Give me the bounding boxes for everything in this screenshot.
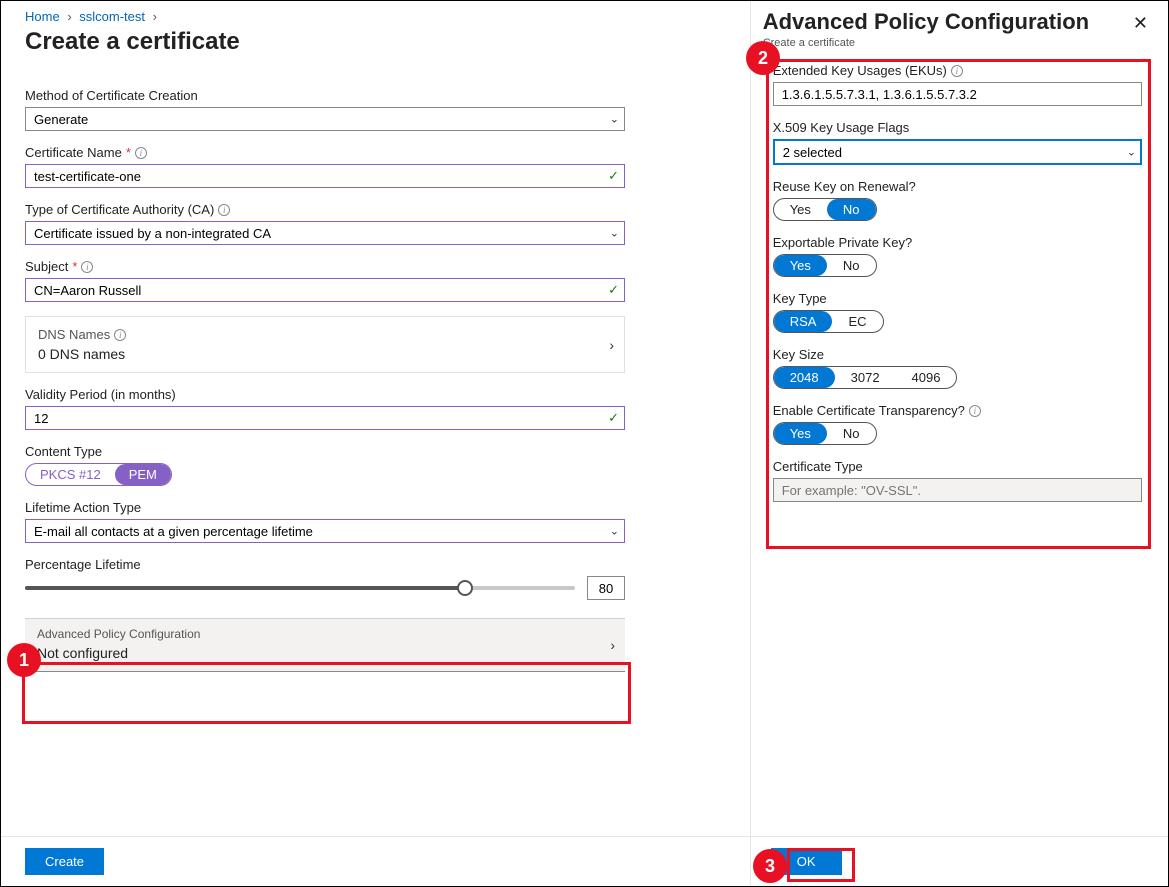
catype-label: Type of Certificate Authority (CA)i [25,202,726,217]
pill-ct-no[interactable]: No [827,423,876,444]
pill-reuse-no[interactable]: No [827,199,876,220]
pill-keysize-3072[interactable]: 3072 [835,367,896,388]
create-button[interactable]: Create [25,848,104,875]
advanced-label: Advanced Policy Configuration [37,627,613,641]
eku-input[interactable] [773,82,1142,106]
callout-marker-2: 2 [746,41,780,75]
breadcrumb-item[interactable]: sslcom-test [79,9,145,24]
validity-label: Validity Period (in months) [25,387,726,402]
subject-input[interactable] [25,278,625,302]
pill-exportable-yes[interactable]: Yes [774,255,827,276]
content-type-label: Content Type [25,444,726,459]
keytype-label: Key Type [773,291,1142,306]
chevron-right-icon: › [153,9,157,24]
pill-keytype-rsa[interactable]: RSA [774,311,833,332]
ct-toggle[interactable]: Yes No [773,422,877,445]
method-field: Method of Certificate Creation Generate … [25,88,726,131]
method-select[interactable]: Generate [25,107,625,131]
info-icon[interactable]: i [969,405,981,417]
catype-select[interactable]: Certificate issued by a non-integrated C… [25,221,625,245]
check-icon: ✓ [608,282,619,298]
panel-title: Advanced Policy Configuration [763,9,1148,35]
certtype-input[interactable] [773,478,1142,502]
check-icon: ✓ [608,168,619,184]
pill-exportable-no[interactable]: No [827,255,876,276]
info-icon[interactable]: i [114,329,126,341]
chevron-right-icon: › [67,9,71,24]
x509-select[interactable]: 2 selected [773,139,1142,165]
content-type-toggle[interactable]: PKCS #12 PEM [25,463,172,486]
panel-subtitle: Create a certificate [763,37,1148,49]
pill-keytype-ec[interactable]: EC [832,311,882,332]
catype-field: Type of Certificate Authority (CA)i Cert… [25,202,726,245]
content-type-field: Content Type PKCS #12 PEM [25,444,726,486]
lifetime-action-select[interactable]: E-mail all contacts at a given percentag… [25,519,625,543]
info-icon[interactable]: i [135,147,147,159]
callout-marker-3: 3 [753,849,787,883]
chevron-right-icon: › [610,637,615,653]
exportable-toggle[interactable]: Yes No [773,254,877,277]
subject-field: Subject*i ✓ [25,259,726,302]
required-asterisk: * [126,145,131,160]
page-title: Create a certificate [25,28,726,56]
right-bottom-bar: OK [751,836,1168,886]
breadcrumb-home[interactable]: Home [25,9,60,24]
keysize-label: Key Size [773,347,1142,362]
validity-field: Validity Period (in months) ✓ [25,387,726,430]
reuse-label: Reuse Key on Renewal? [773,179,1142,194]
info-icon[interactable]: i [218,204,230,216]
chevron-right-icon: › [609,337,614,353]
pill-keysize-2048[interactable]: 2048 [774,367,835,388]
dns-label: DNS Names [38,327,110,342]
required-asterisk: * [72,259,77,274]
percentage-field: Percentage Lifetime [25,557,726,600]
breadcrumb: Home › sslcom-test › [25,9,726,24]
lifetime-action-label: Lifetime Action Type [25,500,726,515]
certname-input[interactable] [25,164,625,188]
check-icon: ✓ [608,410,619,426]
reuse-toggle[interactable]: Yes No [773,198,877,221]
right-panel: ✕ Advanced Policy Configuration Create a… [750,1,1168,886]
validity-input[interactable] [25,406,625,430]
advanced-value: Not configured [37,645,613,661]
dns-expander[interactable]: DNS Names i 0 DNS names › [25,316,625,373]
subject-label: Subject*i [25,259,726,274]
exportable-label: Exportable Private Key? [773,235,1142,250]
eku-label: Extended Key Usages (EKUs) [773,63,947,78]
x509-label: X.509 Key Usage Flags [773,120,1142,135]
keytype-toggle[interactable]: RSA EC [773,310,884,333]
close-icon[interactable]: ✕ [1133,13,1148,34]
info-icon[interactable]: i [951,65,963,77]
pill-pem[interactable]: PEM [115,464,171,485]
percentage-value-input[interactable] [587,576,625,600]
lifetime-action-field: Lifetime Action Type E-mail all contacts… [25,500,726,543]
left-bottom-bar: Create [1,836,750,886]
method-label: Method of Certificate Creation [25,88,726,103]
certtype-label: Certificate Type [773,459,1142,474]
advanced-policy-row[interactable]: Advanced Policy Configuration Not config… [25,618,625,672]
pill-keysize-4096[interactable]: 4096 [896,367,957,388]
ct-label: Enable Certificate Transparency? [773,403,965,418]
info-icon[interactable]: i [81,261,93,273]
left-panel: Home › sslcom-test › Create a certificat… [1,1,750,886]
callout-marker-1: 1 [7,643,41,677]
pill-ct-yes[interactable]: Yes [774,423,827,444]
certname-field: Certificate Name*i ✓ [25,145,726,188]
pill-reuse-yes[interactable]: Yes [774,199,827,220]
dns-value: 0 DNS names [38,346,612,362]
certname-label: Certificate Name*i [25,145,726,160]
pill-pkcs12[interactable]: PKCS #12 [26,464,115,485]
keysize-toggle[interactable]: 2048 3072 4096 [773,366,958,389]
percentage-label: Percentage Lifetime [25,557,726,572]
percentage-slider[interactable] [25,586,575,590]
